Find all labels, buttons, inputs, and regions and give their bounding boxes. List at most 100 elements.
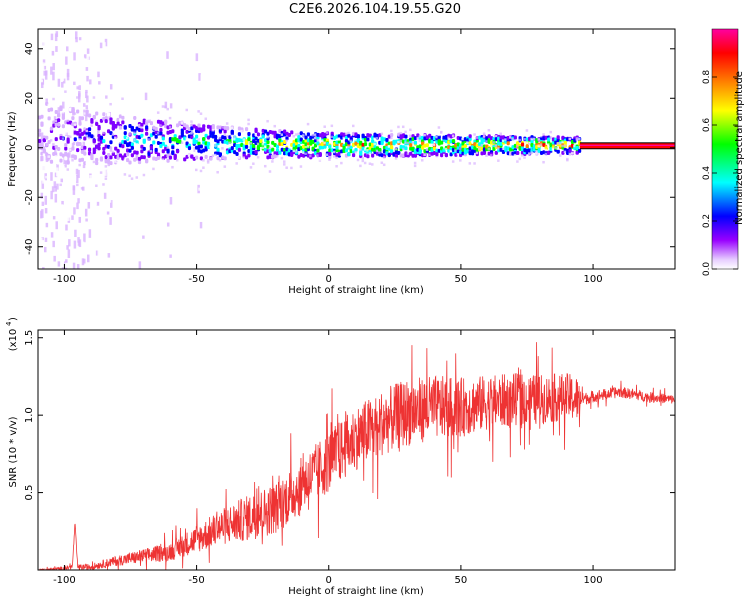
spectrogram-cell (520, 158, 524, 161)
spectrogram-cell (116, 105, 120, 109)
snr-x-tick-label: 100 (584, 575, 603, 586)
spectrogram-cell (304, 159, 307, 162)
spectrogram-cell (56, 77, 59, 82)
spectrogram-cell (321, 159, 324, 162)
spectrogram-cell (85, 161, 89, 166)
spectrogram-cell (111, 133, 115, 136)
spectrogram-cell (103, 42, 106, 49)
spectrogram-cell (385, 160, 388, 163)
spectrogram-cell (88, 200, 92, 205)
spectrogram-cell (106, 170, 110, 173)
spectrogram-cell (81, 253, 85, 260)
spectrogram-cell (409, 151, 413, 156)
spectrogram-cell (401, 125, 405, 129)
spectrogram-cell (468, 137, 472, 142)
spectrogram-cell (55, 214, 59, 219)
spectrogram-cell (88, 114, 91, 122)
spectrogram-cell (561, 140, 564, 144)
spectrogram-cell (347, 133, 351, 138)
spectrogram-cell (299, 165, 303, 168)
spectrogram-cell (86, 53, 90, 60)
spectrogram-cell (96, 38, 100, 43)
spectrogram-cell (95, 184, 98, 188)
spectrogram-cell (78, 111, 81, 117)
spectrogram-cell (195, 168, 198, 172)
spectrogram-cell (275, 144, 280, 149)
spectrogram-cell (95, 223, 98, 231)
spectrogram-cell (397, 125, 400, 129)
spectrogram-cell (297, 132, 300, 136)
spectrogram-cell (506, 156, 510, 160)
colorbar-ticks: 0.0 0.2 0.4 0.6 0.8 (702, 70, 738, 276)
spectrogram-cell (52, 216, 56, 220)
spectrogram-cell (72, 262, 76, 269)
spectrogram-cell (143, 46, 146, 55)
spectrogram-cell (50, 66, 53, 75)
spectrogram-cell (294, 150, 298, 153)
spectrogram-cell (361, 157, 365, 160)
spectrogram-cell (92, 115, 96, 120)
spectrogram-cell (382, 163, 386, 167)
spectrogram-cell (235, 160, 238, 163)
spectrogram-cell (390, 129, 393, 133)
spectrogram-cell (159, 139, 162, 142)
spectrogram-cell (313, 136, 317, 140)
spectrogram-cell (247, 122, 250, 126)
spectrogram-cell (335, 156, 338, 160)
spectrogram-cell (116, 148, 120, 153)
spectrogram-cell (413, 164, 417, 168)
spectrogram-cell (406, 141, 410, 145)
spectrogram-cell (59, 183, 62, 187)
spectrogram-cell (50, 33, 54, 41)
spectrogram-cell (302, 144, 306, 149)
spectrogram-cell (62, 101, 65, 109)
spectrogram-cell (63, 166, 67, 170)
spectrogram-cell (428, 160, 431, 164)
spectrogram-cell (575, 145, 579, 150)
spectrogram-cell (82, 196, 86, 205)
spectrogram-cell (41, 201, 45, 206)
spectrogram-cell (332, 150, 336, 154)
spectrogram-cell (109, 48, 113, 53)
spectrogram-cell (108, 243, 111, 250)
spectrogram-cell (335, 165, 338, 168)
spectrogram-cell (71, 109, 75, 114)
spectrogram-cell (38, 132, 42, 137)
spectrogram-cell (105, 95, 108, 99)
spectrogram-cell (159, 144, 163, 149)
spectrogram-cell (61, 137, 65, 140)
spectrogram-cell (50, 172, 53, 181)
spectrogram-cell (83, 233, 86, 243)
spectrogram-cell (83, 250, 86, 258)
spectrogram-cell (95, 250, 99, 256)
spectrogram-cell (228, 167, 231, 171)
spectrogram-cell (197, 141, 201, 146)
spectrogram-cell (187, 154, 191, 157)
spectrogram-cell (263, 129, 268, 134)
spectrogram-cell (93, 118, 97, 126)
spectrogram-cell (328, 155, 332, 160)
spectrogram-cell (102, 112, 106, 117)
spectrogram-cell (568, 137, 571, 141)
spectrogram-cell (42, 138, 46, 143)
spectrogram-cell (64, 132, 67, 135)
spectrogram-cell (475, 136, 479, 139)
spectrogram-cell (354, 150, 357, 154)
spectrogram-cell (109, 183, 112, 190)
spectrogram-cell (80, 187, 84, 190)
spectrogram-cell (73, 66, 76, 73)
spectrogram-cell (356, 138, 360, 143)
spectrogram-cell (98, 81, 101, 85)
spectrogram-cell (290, 166, 293, 170)
spectrogram-cell (430, 128, 434, 131)
spectrogram-cell (89, 79, 92, 85)
spectrogram-cell (235, 151, 239, 156)
spectrogram-cell (88, 203, 92, 207)
spectrogram-cell (81, 241, 85, 246)
spectrogram-cell (55, 46, 58, 52)
spectrogram-cell (45, 98, 48, 104)
spectrogram-cell (185, 108, 188, 112)
spectrogram-cell (470, 140, 474, 144)
spectrogram-cell (140, 199, 144, 203)
spectrogram-cell (87, 147, 92, 152)
